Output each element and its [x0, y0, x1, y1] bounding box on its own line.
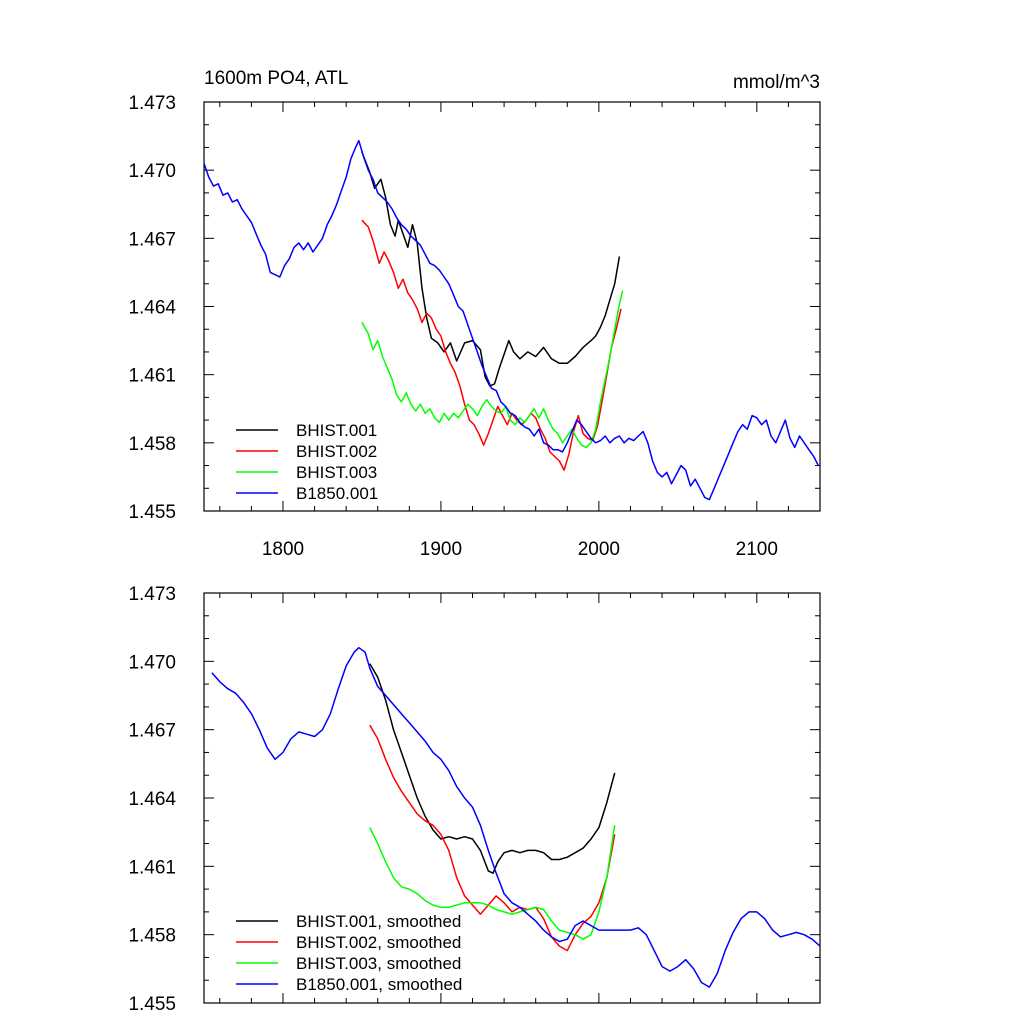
legend-label: BHIST.003, smoothed: [296, 954, 461, 973]
x-tick-label: 1900: [420, 539, 462, 560]
y-tick-label: 1.455: [128, 994, 176, 1015]
units-label: mmol/m^3: [733, 72, 820, 93]
legend-label: B1850.001, smoothed: [296, 975, 462, 994]
y-tick-label: 1.464: [128, 789, 176, 810]
y-tick-label: 1.458: [128, 434, 176, 455]
y-tick-label: 1.473: [128, 584, 176, 605]
top-panel: 1.455 1.458 1.461 1.464 1.467 1.470 1.473 1800 1…: [128, 93, 821, 560]
series-line: [361, 219, 622, 471]
y-tick-label: 1.470: [128, 652, 176, 673]
x-tick-label: 1800: [262, 539, 304, 560]
legend-label: BHIST.002: [296, 442, 377, 461]
y-tick-label: 1.467: [128, 721, 176, 742]
series-line: [211, 646, 821, 988]
y-tick-label: 1.467: [128, 229, 176, 250]
y-tick-label: 1.458: [128, 926, 176, 947]
legend-label: BHIST.001, smoothed: [296, 912, 461, 931]
y-tick-label: 1.473: [128, 93, 176, 114]
legend-label: BHIST.002, smoothed: [296, 933, 461, 952]
series-line: [369, 663, 616, 874]
series-line: [361, 151, 621, 387]
y-tick-label: 1.455: [128, 502, 176, 523]
legend-label: B1850.001: [296, 484, 378, 503]
x-tick-label: 2000: [578, 539, 620, 560]
y-tick-label: 1.470: [128, 161, 176, 182]
y-tick-label: 1.461: [128, 857, 176, 878]
y-tick-label: 1.464: [128, 298, 176, 319]
legend-label: BHIST.001: [296, 421, 377, 440]
legend-label: BHIST.003: [296, 463, 377, 482]
series-line: [361, 290, 624, 449]
bottom-panel: 1.455 1.458 1.461 1.464 1.467 1.470 1.473 BHIST…: [128, 584, 821, 1015]
series-line: [369, 825, 616, 940]
y-tick-label: 1.461: [128, 366, 176, 387]
x-tick-label: 2100: [736, 539, 778, 560]
series-line: [369, 724, 616, 952]
chart-title: 1600m PO4, ATL: [204, 68, 348, 89]
series-line: [203, 139, 820, 501]
